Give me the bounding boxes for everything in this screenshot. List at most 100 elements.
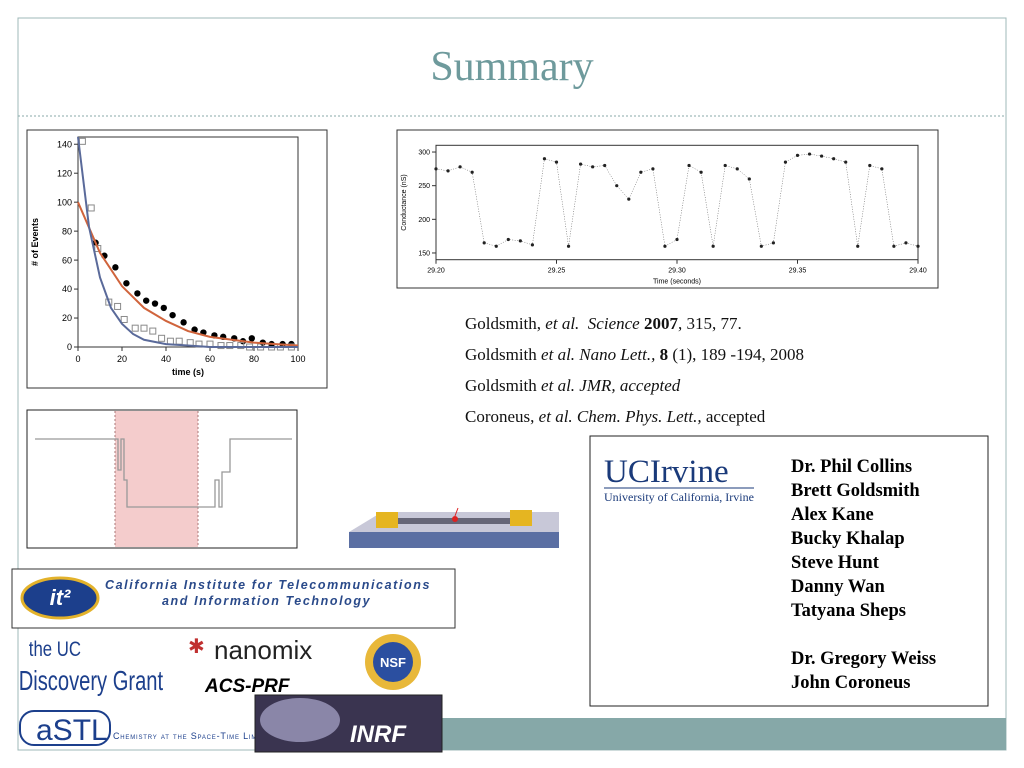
data-point	[191, 326, 198, 333]
data-point	[458, 165, 462, 169]
person-name: John Coroneus	[791, 673, 910, 693]
data-point	[120, 315, 128, 323]
data-point	[434, 167, 438, 171]
data-point	[151, 300, 159, 307]
reference-part: Goldsmith	[465, 376, 541, 395]
reference-part: et al. Chem. Phys. Lett.,	[539, 407, 702, 426]
y-tick-label: 200	[418, 217, 430, 224]
data-point	[627, 197, 631, 201]
data-point	[114, 302, 122, 310]
y-tick-label: 100	[57, 197, 72, 207]
x-tick-label: 29.30	[668, 268, 686, 275]
data-point	[783, 160, 788, 164]
y-tick-label: 150	[418, 250, 430, 257]
fit-line	[77, 201, 299, 347]
data-point	[123, 280, 130, 287]
data-point	[237, 342, 245, 350]
data-point	[807, 152, 812, 156]
data-point	[149, 327, 157, 335]
data-point	[844, 160, 848, 164]
data-point	[566, 244, 571, 248]
data-point	[169, 311, 176, 319]
person-name: Dr. Gregory Weiss	[791, 649, 936, 669]
device-illustration	[349, 507, 559, 548]
y-axis-label: # of Events	[30, 218, 40, 266]
data-point	[470, 170, 474, 174]
y-tick-label: 60	[62, 255, 72, 265]
y-tick-label: 120	[57, 168, 72, 178]
footer-band	[440, 718, 1006, 750]
y-tick-label: 0	[67, 342, 72, 352]
reference-part: Goldsmith	[465, 345, 541, 364]
calit2-mark: it²	[50, 585, 71, 610]
data-point	[723, 163, 727, 168]
data-point	[795, 153, 800, 157]
reference: Coroneus, et al. Chem. Phys. Lett., acce…	[465, 407, 766, 426]
data-point	[615, 184, 619, 188]
data-point	[904, 241, 908, 245]
x-tick-label: 100	[290, 354, 305, 364]
data-point	[868, 163, 872, 168]
data-point	[579, 162, 583, 166]
data-point	[226, 342, 234, 350]
x-tick-label: 40	[161, 354, 171, 364]
reference: Goldsmith, et al. Science 2007, 315, 77.	[465, 314, 742, 333]
y-tick-label: 40	[62, 284, 72, 294]
fit-line	[77, 136, 298, 348]
y-tick-label: 300	[418, 149, 430, 156]
x-axis-label: time (s)	[172, 367, 204, 377]
reference-part: et al. Nano Lett.,	[541, 345, 655, 364]
reference-part: 2007	[644, 314, 679, 333]
reference-part: 8	[660, 345, 669, 364]
data-point	[217, 342, 225, 350]
slide-title: Summary	[430, 44, 593, 90]
x-tick-label: 29.40	[909, 268, 927, 275]
data-point	[143, 297, 150, 304]
calit2-emblem	[22, 578, 98, 618]
person-name: Dr. Phil Collins	[791, 457, 912, 477]
data-point	[506, 237, 510, 242]
person-name: Danny Wan	[791, 577, 885, 597]
data-point	[591, 165, 595, 169]
x-tick-label: 29.20	[427, 268, 445, 275]
people-box	[589, 435, 989, 707]
reference-part: Science	[588, 314, 640, 333]
data-point	[494, 244, 498, 248]
calit2-line1: California Institute for Telecommunicati…	[105, 578, 431, 592]
x-tick-label: 20	[117, 354, 127, 364]
data-point	[820, 154, 824, 158]
reference-part: Goldsmith,	[465, 314, 545, 333]
y-tick-label: 250	[418, 183, 430, 190]
x-tick-label: 60	[205, 354, 215, 364]
castl-mark: aSTL	[36, 714, 108, 747]
data-point	[158, 334, 166, 342]
y-tick-label: 140	[57, 139, 72, 149]
data-point	[518, 239, 522, 243]
nsf-seal	[373, 642, 413, 682]
uci-logo: UCIrvine	[604, 454, 729, 490]
data-point	[131, 324, 139, 332]
data-point	[180, 319, 187, 326]
reference-part: et al.	[545, 314, 579, 333]
person-name: Bucky Khalap	[791, 529, 905, 549]
trace-figure-frame	[396, 129, 939, 289]
decay-figure-frame	[26, 129, 328, 389]
data-point	[446, 169, 450, 173]
nanomix-logo: nanomix	[214, 635, 312, 665]
data-point	[832, 157, 836, 161]
data-point	[639, 170, 643, 174]
reference-part: Coroneus,	[465, 407, 539, 426]
person-name: Steve Hunt	[791, 553, 880, 573]
x-tick-label: 0	[75, 354, 80, 364]
uc-discovery-line1: the UC	[29, 638, 81, 661]
x-tick-label: 80	[249, 354, 259, 364]
data-point	[134, 290, 141, 297]
person-name: Alex Kane	[791, 505, 874, 525]
calit2-line2: and Information Technology	[162, 594, 371, 608]
nanomix-burst: ✱	[188, 636, 205, 658]
reference-part: et al. JMR, accepted	[541, 376, 681, 395]
plot-area	[77, 136, 299, 348]
data-point	[771, 241, 776, 245]
reference-part: (1), 189 -194, 2008	[668, 345, 804, 364]
